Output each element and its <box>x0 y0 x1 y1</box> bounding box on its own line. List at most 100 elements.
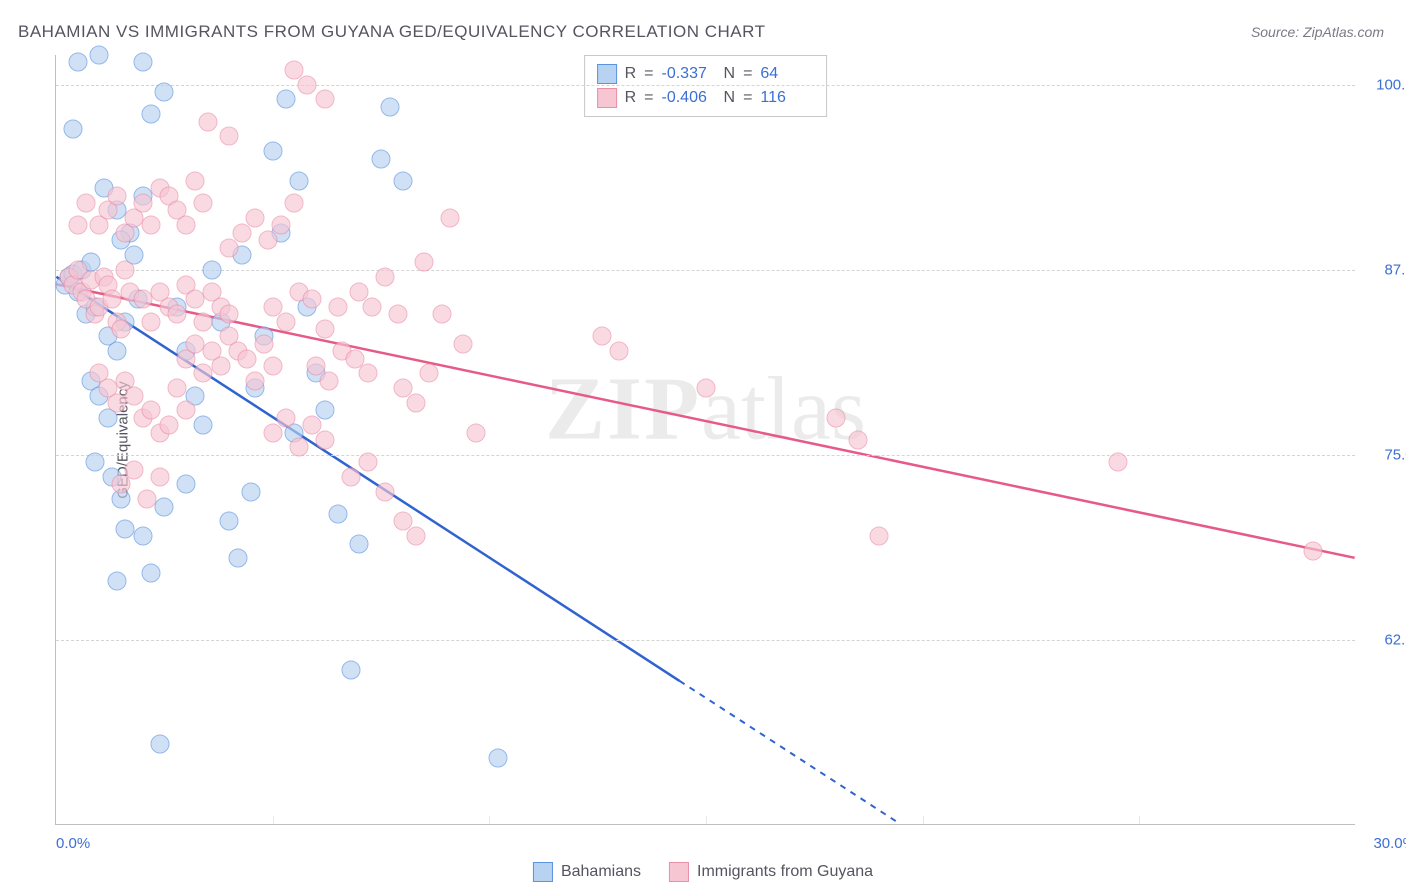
scatter-point <box>103 290 122 309</box>
trend-lines <box>56 55 1355 824</box>
scatter-point <box>229 549 248 568</box>
scatter-point <box>107 342 126 361</box>
scatter-point <box>302 290 321 309</box>
scatter-point <box>593 327 612 346</box>
scatter-point <box>359 364 378 383</box>
x-tick-label: 0.0% <box>56 835 90 852</box>
scatter-point <box>246 208 265 227</box>
y-tick-label: 100.0% <box>1367 76 1406 93</box>
scatter-point <box>86 453 105 472</box>
scatter-point <box>454 334 473 353</box>
gridline-h <box>56 640 1355 641</box>
scatter-point <box>276 312 295 331</box>
x-tick-minor <box>706 816 707 824</box>
scatter-point <box>341 468 360 487</box>
scatter-point <box>116 260 135 279</box>
bottom-legend: Bahamians Immigrants from Guyana <box>533 862 873 882</box>
scatter-point <box>610 342 629 361</box>
scatter-point <box>125 386 144 405</box>
scatter-point <box>133 527 152 546</box>
swatch-icon <box>669 862 689 882</box>
scatter-point <box>112 319 131 338</box>
scatter-point <box>389 305 408 324</box>
scatter-point <box>68 53 87 72</box>
scatter-point <box>298 75 317 94</box>
scatter-point <box>142 216 161 235</box>
scatter-point <box>198 112 217 131</box>
stats-row: R = -0.406 N = 116 <box>597 86 815 110</box>
gridline-h <box>56 85 1355 86</box>
scatter-point <box>255 334 274 353</box>
scatter-point <box>376 482 395 501</box>
chart-title: BAHAMIAN VS IMMIGRANTS FROM GUYANA GED/E… <box>18 22 765 42</box>
scatter-point <box>159 416 178 435</box>
scatter-point <box>285 194 304 213</box>
scatter-point <box>242 482 261 501</box>
legend-label: Bahamians <box>561 863 641 881</box>
scatter-point <box>276 408 295 427</box>
scatter-point <box>393 171 412 190</box>
scatter-point <box>177 216 196 235</box>
scatter-point <box>116 519 135 538</box>
scatter-point <box>467 423 486 442</box>
scatter-point <box>289 171 308 190</box>
scatter-point <box>220 305 239 324</box>
scatter-point <box>320 371 339 390</box>
scatter-point <box>90 46 109 65</box>
scatter-point <box>489 749 508 768</box>
scatter-point <box>315 90 334 109</box>
scatter-point <box>203 260 222 279</box>
scatter-point <box>64 120 83 139</box>
scatter-point <box>151 468 170 487</box>
scatter-point <box>237 349 256 368</box>
scatter-point <box>194 416 213 435</box>
scatter-point <box>194 312 213 331</box>
scatter-point <box>77 194 96 213</box>
scatter-point <box>185 290 204 309</box>
scatter-point <box>220 127 239 146</box>
gridline-h <box>56 455 1355 456</box>
gridline-h <box>56 270 1355 271</box>
scatter-point <box>432 305 451 324</box>
swatch-icon <box>597 64 617 84</box>
swatch-icon <box>597 88 617 108</box>
legend-item: Bahamians <box>533 862 641 882</box>
scatter-point <box>359 453 378 472</box>
scatter-point <box>406 393 425 412</box>
x-tick-minor <box>1139 816 1140 824</box>
scatter-point <box>168 379 187 398</box>
scatter-point <box>441 208 460 227</box>
stats-row: R = -0.337 N = 64 <box>597 62 815 86</box>
scatter-point <box>68 216 87 235</box>
scatter-point <box>220 238 239 257</box>
scatter-point <box>328 505 347 524</box>
scatter-point <box>142 312 161 331</box>
scatter-point <box>177 401 196 420</box>
scatter-point <box>315 401 334 420</box>
scatter-point <box>185 171 204 190</box>
scatter-point <box>107 393 126 412</box>
scatter-point <box>151 734 170 753</box>
scatter-point <box>328 297 347 316</box>
scatter-point <box>155 497 174 516</box>
scatter-point <box>246 371 265 390</box>
scatter-point <box>1303 542 1322 561</box>
scatter-point <box>155 83 174 102</box>
scatter-point <box>194 364 213 383</box>
scatter-point <box>263 423 282 442</box>
scatter-point <box>133 194 152 213</box>
scatter-point <box>419 364 438 383</box>
legend-label: Immigrants from Guyana <box>697 863 873 881</box>
source-label: Source: ZipAtlas.com <box>1251 24 1384 40</box>
y-tick-label: 62.5% <box>1367 631 1406 648</box>
scatter-point <box>194 194 213 213</box>
scatter-point <box>870 527 889 546</box>
scatter-point <box>1108 453 1127 472</box>
scatter-point <box>848 431 867 450</box>
scatter-point <box>697 379 716 398</box>
scatter-point <box>341 660 360 679</box>
scatter-point <box>138 490 157 509</box>
x-tick-minor <box>273 816 274 824</box>
scatter-point <box>272 216 291 235</box>
scatter-point <box>263 356 282 375</box>
